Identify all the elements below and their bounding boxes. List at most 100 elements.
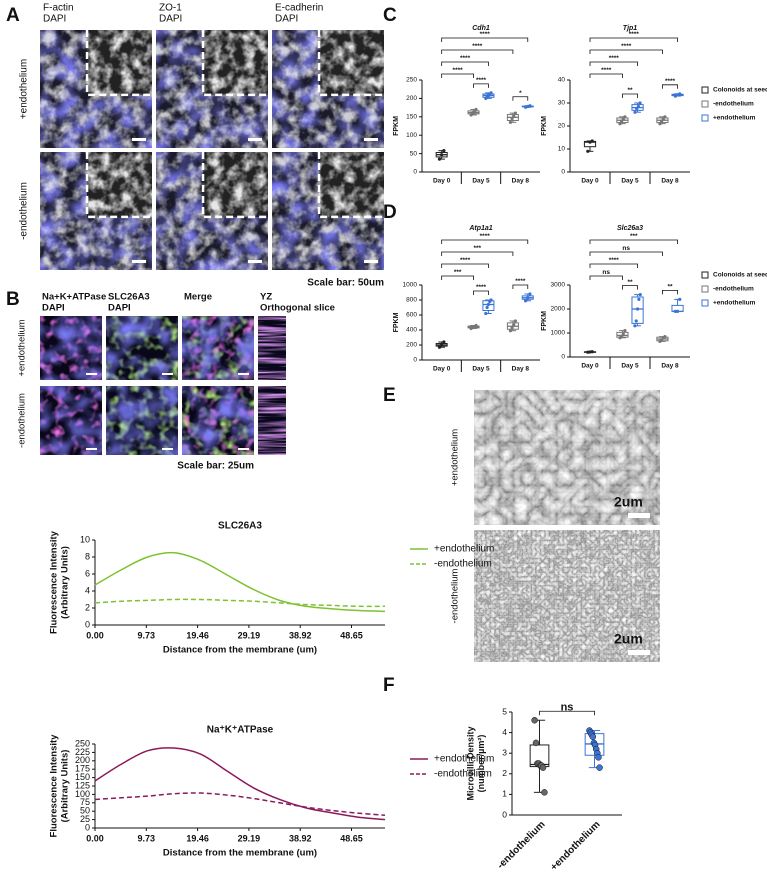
y-tick-label: 10: [558, 146, 566, 153]
scale-bar: [162, 373, 173, 375]
column-label: DAPI: [42, 303, 65, 314]
x-tick-label: 48.65: [340, 630, 363, 640]
y-axis-label: (Arbitrary Units): [60, 750, 71, 823]
significance-bracket: [622, 285, 638, 290]
y-tick-label: 30: [558, 100, 566, 107]
y-tick-label: 0: [413, 357, 417, 364]
y-tick-label: 25: [80, 814, 90, 824]
data-point: [634, 319, 638, 323]
inset-stain: [87, 30, 152, 95]
y-tick-label: 50: [410, 150, 418, 157]
scale-bar: [628, 650, 650, 655]
significance-label: *: [519, 90, 522, 97]
data-point: [489, 91, 493, 95]
scale-bar: [86, 448, 97, 450]
panel-letter: D: [383, 202, 397, 223]
y-tick-label: 250: [406, 77, 417, 84]
legend-label: +endothelium: [434, 754, 494, 765]
data-point: [508, 120, 513, 124]
data-point: [485, 305, 489, 310]
sem-image: [474, 530, 660, 662]
data-point: [513, 319, 517, 323]
x-tick-label: 29.19: [238, 630, 261, 640]
significance-label: **: [627, 87, 633, 94]
y-tick-label: 3: [502, 747, 507, 757]
legend-label: -endothelium: [713, 286, 754, 293]
significance-label: ****: [665, 78, 676, 85]
data-point: [528, 292, 532, 296]
scale-bar: [248, 138, 262, 141]
inset-stain: [203, 152, 268, 217]
data-point: [512, 114, 516, 118]
significance-label: ***: [473, 245, 481, 252]
data-point: [661, 117, 665, 121]
significance-label: ****: [460, 55, 471, 62]
y-tick-label: 100: [406, 132, 417, 139]
x-tick-label: Day 5: [621, 178, 639, 185]
significance-bracket: [622, 93, 638, 98]
data-point: [513, 111, 517, 115]
significance-label: ****: [476, 284, 487, 291]
data-point: [531, 716, 538, 724]
x-tick-label: 0.00: [86, 833, 104, 843]
data-point: [508, 329, 513, 333]
x-tick-label: Day 8: [512, 366, 530, 373]
scale-bar: [248, 260, 262, 263]
significance-label: ****: [609, 55, 620, 62]
y-axis-label: Fluorescence Intensity: [49, 734, 60, 838]
scale-bar: [162, 448, 173, 450]
legend-swatch: [701, 114, 709, 122]
data-point: [526, 296, 530, 300]
x-tick-label: Day 5: [621, 363, 639, 370]
data-point: [633, 324, 637, 328]
significance-label: ns: [622, 245, 630, 252]
y-tick-label: 40: [558, 77, 566, 84]
y-tick-label: 2: [85, 602, 90, 612]
significance-label: ****: [515, 278, 526, 285]
scale-bar-label: 2um: [614, 494, 643, 510]
row-label: +endothelium: [17, 319, 28, 376]
significance-label: ***: [454, 269, 462, 276]
significance-bracket: [589, 49, 663, 54]
y-tick-label: 200: [406, 95, 417, 102]
inset-stain: [319, 152, 384, 217]
significance-label: ****: [460, 257, 471, 264]
data-point: [620, 119, 624, 123]
y-tick-label: 100: [75, 789, 90, 799]
data-point: [510, 117, 514, 121]
y-tick-label: 0: [502, 809, 507, 819]
data-point: [440, 343, 444, 347]
y-tick-label: 0: [561, 354, 565, 361]
x-tick-label: 9.73: [138, 833, 156, 843]
significance-label: ****: [629, 31, 640, 38]
x-tick-label: Day 8: [661, 363, 679, 370]
row-label: +endothelium: [19, 59, 30, 119]
data-point: [586, 149, 590, 153]
column-label: Merge: [184, 292, 212, 303]
data-point: [638, 101, 642, 105]
column-label: E-cadherin: [275, 3, 323, 14]
micrograph-stain: [40, 316, 102, 380]
significance-bracket: [589, 73, 623, 78]
chart-title: Na⁺K⁺ATPase: [207, 725, 274, 736]
significance-label: ****: [601, 67, 612, 74]
x-tick-label: 48.65: [340, 833, 363, 843]
legend-label: -endothelium: [434, 769, 492, 780]
x-tick-label: -endothelium: [495, 819, 547, 871]
sem-image: [474, 390, 660, 525]
data-point: [663, 115, 667, 119]
legend-label: -endothelium: [713, 101, 754, 108]
data-point: [660, 338, 664, 342]
data-point: [589, 733, 597, 740]
y-tick-label: 600: [406, 312, 417, 319]
significance-bracket: [512, 284, 529, 289]
micrograph-stain: [106, 316, 178, 380]
data-point: [621, 332, 625, 336]
legend-label: Colonoids at seeding: [713, 272, 767, 279]
data-point: [678, 297, 682, 301]
micrograph-stain: [258, 386, 286, 455]
significance-bracket: [441, 49, 514, 54]
significance-bracket: [589, 275, 623, 280]
legend-swatch: [701, 86, 709, 94]
column-label: DAPI: [275, 14, 298, 25]
